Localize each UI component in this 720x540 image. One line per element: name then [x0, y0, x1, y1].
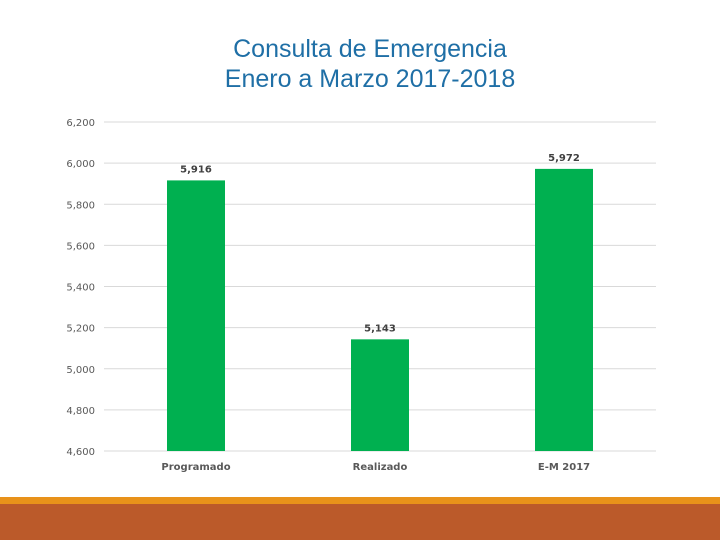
y-tick-label: 5,800: [66, 200, 95, 211]
x-category-label: E-M 2017: [538, 462, 590, 473]
bar: [535, 168, 593, 451]
chart-subtitle: Enero a Marzo 2017-2018: [224, 65, 516, 93]
data-label: 5,916: [180, 164, 212, 175]
data-labels: 5,916 5,143 5,972: [180, 153, 580, 334]
data-label: 5,972: [548, 153, 580, 164]
y-tick-label: 5,200: [66, 324, 95, 335]
x-category-label: Realizado: [353, 462, 408, 473]
y-tick-label: 6,200: [66, 118, 95, 129]
bar: [351, 339, 409, 451]
footer-band: [0, 504, 720, 540]
bars: [167, 168, 593, 451]
y-tick-label: 6,000: [66, 159, 95, 170]
x-category-label: Programado: [161, 462, 230, 473]
y-axis-ticks: 4,600 4,800 5,000 5,200 5,400 5,600 5,800 6,000…: [66, 118, 95, 458]
chart-title-block: Consulta de Emergencia Enero a Marzo 201…: [0, 34, 720, 94]
y-tick-label: 5,600: [66, 241, 95, 252]
x-axis-categories: Programado Realizado E-M 2017: [161, 462, 590, 473]
y-tick-label: 5,000: [66, 365, 95, 376]
data-label: 5,143: [364, 323, 396, 334]
footer-accent-line: [0, 497, 720, 504]
chart-title: Consulta de Emergencia: [233, 35, 507, 63]
y-tick-label: 4,600: [66, 447, 95, 458]
y-tick-label: 4,800: [66, 406, 95, 417]
y-tick-label: 5,400: [66, 283, 95, 294]
bar: [167, 180, 225, 451]
